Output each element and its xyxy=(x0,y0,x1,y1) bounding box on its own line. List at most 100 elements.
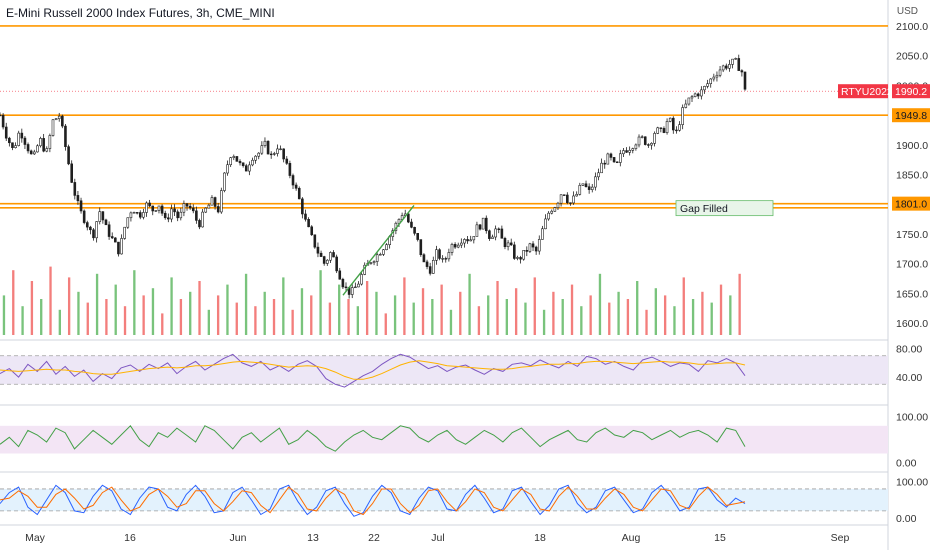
candle-body xyxy=(126,217,130,228)
candle-body xyxy=(170,208,173,220)
candle-body xyxy=(447,252,451,260)
candle-body xyxy=(541,228,544,240)
candle-body xyxy=(640,136,644,138)
candle-body xyxy=(378,254,382,256)
rsi-tick-label: 80.00 xyxy=(896,344,922,356)
price-tick-label: 2050.0 xyxy=(896,51,928,63)
candle-body xyxy=(294,184,298,189)
candle-body xyxy=(606,153,610,165)
candle-body xyxy=(114,237,117,243)
time-tick-label: 18 xyxy=(534,532,546,544)
price-badges: RTYU2022 1990.2 1949.8 1801.0 xyxy=(838,84,930,211)
candle-body xyxy=(500,228,504,239)
stoch-d-line xyxy=(0,486,746,516)
candle-body xyxy=(132,212,136,214)
candle-body xyxy=(594,176,597,188)
candle-body xyxy=(668,117,672,122)
volume-bar xyxy=(300,288,304,335)
candle-body xyxy=(687,97,691,105)
level-badge-text: 1949.8 xyxy=(895,110,927,122)
candle-body xyxy=(519,257,522,260)
stoch-tick-label: 0.00 xyxy=(896,513,917,525)
level-badge-bg xyxy=(892,196,930,211)
candle-body xyxy=(375,254,379,262)
volume-bar xyxy=(431,299,434,335)
candle-body xyxy=(522,250,525,260)
volume-bar xyxy=(2,295,6,335)
candle-body xyxy=(553,207,557,212)
candle-body xyxy=(419,239,423,255)
candle-body xyxy=(107,224,111,237)
volume-bar xyxy=(198,281,201,335)
candle-body xyxy=(709,78,713,84)
candle-body xyxy=(198,220,201,228)
candle-body xyxy=(229,157,232,166)
candle-body xyxy=(73,182,77,196)
volume-bar xyxy=(263,291,266,335)
candle-body xyxy=(288,163,292,176)
volume-bar xyxy=(673,306,676,335)
candle-body xyxy=(460,242,463,246)
candle-body xyxy=(17,132,21,146)
time-tick-label: Aug xyxy=(622,532,641,544)
volume-bars xyxy=(2,266,741,335)
volume-bar xyxy=(561,299,564,335)
candle-body xyxy=(665,121,669,133)
volume-bar xyxy=(552,291,555,335)
candle-body xyxy=(319,252,323,257)
candle-body xyxy=(313,234,317,248)
candle-body xyxy=(547,212,550,220)
candle-body xyxy=(39,138,42,147)
candle-body xyxy=(332,252,335,258)
candle-body xyxy=(416,233,419,240)
candle-body xyxy=(659,127,663,129)
candle-body xyxy=(650,143,653,146)
candle-body xyxy=(734,58,737,60)
candle-body xyxy=(285,158,289,164)
last-price-badge-text: 1990.2 xyxy=(895,86,927,98)
candle-body xyxy=(207,204,211,209)
horizontal-levels xyxy=(0,25,888,209)
candle-body xyxy=(279,148,282,150)
candle-body xyxy=(453,244,457,248)
candle-body xyxy=(481,217,485,230)
candle-body xyxy=(195,210,198,221)
candle-body xyxy=(684,103,688,108)
price-tick-label: 1600.0 xyxy=(896,318,928,330)
price-tick-label: 1750.0 xyxy=(896,229,928,241)
candle-body xyxy=(329,252,332,261)
candle-body xyxy=(559,194,563,204)
candle-body xyxy=(67,146,70,165)
volume-bar xyxy=(375,291,378,335)
candle-body xyxy=(322,256,326,264)
candle-body xyxy=(310,226,314,236)
volume-bar xyxy=(328,302,332,335)
candle-body xyxy=(556,202,560,208)
volume-bar xyxy=(440,284,443,335)
volume-bar xyxy=(682,277,685,335)
candle-body xyxy=(23,137,27,145)
oscillator-tick-label: 0.00 xyxy=(896,458,917,470)
time-axis: May 16 Jun 13 22 Jul 18 Aug 15 Sep xyxy=(25,532,849,544)
candle-body xyxy=(475,224,479,237)
volume-bar xyxy=(580,306,583,335)
volume-bar xyxy=(58,309,61,335)
candle-body xyxy=(397,219,401,224)
candle-body xyxy=(690,96,694,99)
candle-body xyxy=(316,246,320,254)
candle-body xyxy=(578,185,582,195)
candle-body xyxy=(503,237,507,248)
candle-body xyxy=(550,210,554,214)
rsi-tick-label: 40.00 xyxy=(896,372,922,384)
candle-body xyxy=(154,210,158,212)
candle-body xyxy=(513,244,516,259)
volume-bar xyxy=(226,284,229,335)
candle-body xyxy=(628,150,631,153)
level-badge-bg xyxy=(892,108,930,123)
candle-body xyxy=(344,286,348,289)
volume-bar xyxy=(347,299,350,335)
candle-body xyxy=(466,239,469,242)
chart-title: E-Mini Russell 2000 Index Futures, 3h, C… xyxy=(6,6,275,20)
volume-bar xyxy=(636,281,639,335)
